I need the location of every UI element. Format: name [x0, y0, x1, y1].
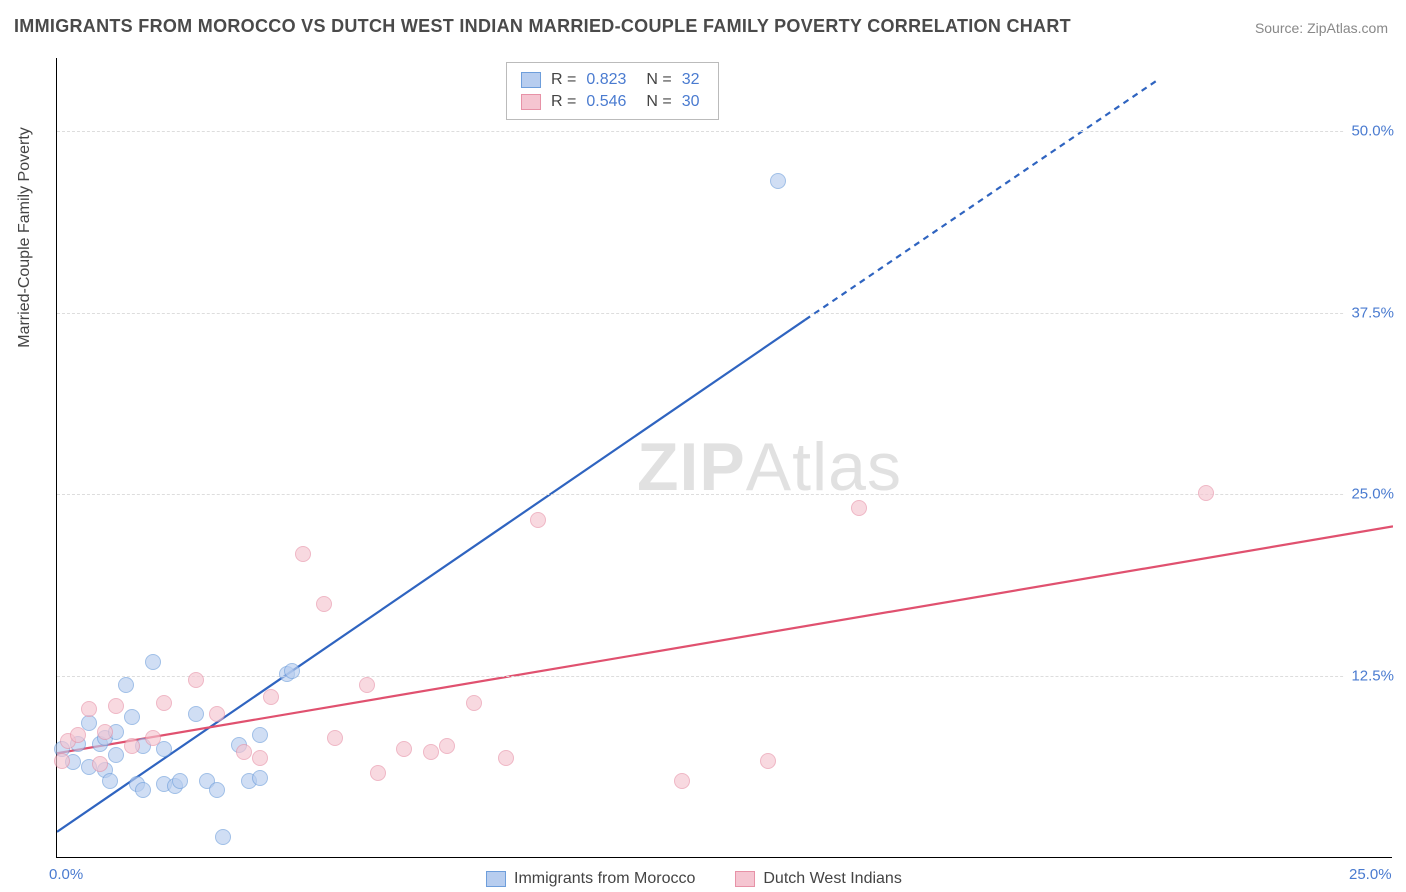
- legend-R-label: R =: [551, 93, 576, 111]
- legend-bottom: Immigrants from Morocco Dutch West India…: [486, 870, 902, 888]
- data-point-dutch: [1198, 485, 1214, 501]
- legend-bottom-dutch-label: Dutch West Indians: [763, 870, 901, 888]
- swatch-dutch: [521, 94, 541, 110]
- swatch-morocco: [486, 871, 506, 887]
- legend-dutch-R: 0.546: [586, 93, 636, 111]
- data-point-dutch: [92, 756, 108, 772]
- data-point-dutch: [674, 773, 690, 789]
- data-point-dutch: [54, 753, 70, 769]
- data-point-dutch: [252, 750, 268, 766]
- x-tick-label: 0.0%: [49, 866, 83, 883]
- data-point-dutch: [188, 672, 204, 688]
- y-axis-label: Married-Couple Family Poverty: [16, 127, 34, 348]
- data-point-dutch: [295, 546, 311, 562]
- data-point-dutch: [439, 738, 455, 754]
- data-point-morocco: [252, 770, 268, 786]
- y-tick-label: 12.5%: [1345, 668, 1394, 685]
- data-point-dutch: [359, 677, 375, 693]
- trendline-dutch: [57, 526, 1393, 753]
- data-point-morocco: [135, 782, 151, 798]
- data-point-morocco: [172, 773, 188, 789]
- data-point-dutch: [760, 753, 776, 769]
- data-point-dutch: [263, 689, 279, 705]
- legend-N-label: N =: [646, 71, 671, 89]
- data-point-dutch: [70, 727, 86, 743]
- data-point-dutch: [327, 730, 343, 746]
- data-point-dutch: [316, 596, 332, 612]
- gridline-h: [57, 676, 1393, 677]
- source-label: Source: ZipAtlas.com: [1255, 20, 1388, 36]
- plot-area: ZIPAtlas 12.5%25.0%37.5%50.0%0.0%25.0%: [56, 58, 1392, 858]
- y-tick-label: 50.0%: [1345, 122, 1394, 139]
- y-tick-label: 25.0%: [1345, 486, 1394, 503]
- legend-bottom-morocco-label: Immigrants from Morocco: [514, 870, 695, 888]
- data-point-dutch: [209, 706, 225, 722]
- legend-stats-row-morocco: R = 0.823 N = 32: [521, 69, 704, 91]
- data-point-morocco: [188, 706, 204, 722]
- y-tick-label: 37.5%: [1345, 304, 1394, 321]
- data-point-morocco: [284, 663, 300, 679]
- watermark-bold: ZIP: [637, 429, 746, 505]
- correlation-chart: Married-Couple Family Poverty ZIPAtlas 1…: [56, 58, 1392, 858]
- data-point-dutch: [370, 765, 386, 781]
- watermark: ZIPAtlas: [637, 428, 902, 506]
- data-point-dutch: [156, 695, 172, 711]
- data-point-dutch: [236, 744, 252, 760]
- swatch-dutch: [735, 871, 755, 887]
- legend-N-label: N =: [646, 93, 671, 111]
- data-point-morocco: [770, 173, 786, 189]
- data-point-morocco: [209, 782, 225, 798]
- data-point-morocco: [124, 709, 140, 725]
- data-point-dutch: [423, 744, 439, 760]
- data-point-dutch: [145, 730, 161, 746]
- data-point-morocco: [102, 773, 118, 789]
- data-point-morocco: [145, 654, 161, 670]
- trendline-morocco-dashed: [805, 80, 1158, 320]
- legend-bottom-morocco: Immigrants from Morocco: [486, 870, 695, 888]
- legend-dutch-N: 30: [682, 93, 704, 111]
- legend-bottom-dutch: Dutch West Indians: [735, 870, 901, 888]
- data-point-dutch: [530, 512, 546, 528]
- data-point-dutch: [466, 695, 482, 711]
- gridline-h: [57, 313, 1393, 314]
- swatch-morocco: [521, 72, 541, 88]
- data-point-dutch: [97, 724, 113, 740]
- data-point-dutch: [124, 738, 140, 754]
- chart-title: IMMIGRANTS FROM MOROCCO VS DUTCH WEST IN…: [14, 16, 1071, 37]
- legend-stats: R = 0.823 N = 32 R = 0.546 N = 30: [506, 62, 719, 120]
- data-point-morocco: [252, 727, 268, 743]
- legend-stats-row-dutch: R = 0.546 N = 30: [521, 91, 704, 113]
- data-point-dutch: [498, 750, 514, 766]
- legend-R-label: R =: [551, 71, 576, 89]
- data-point-dutch: [81, 701, 97, 717]
- x-tick-label: 25.0%: [1349, 866, 1392, 883]
- legend-morocco-R: 0.823: [586, 71, 636, 89]
- data-point-morocco: [118, 677, 134, 693]
- watermark-rest: Atlas: [746, 429, 902, 505]
- legend-morocco-N: 32: [682, 71, 704, 89]
- data-point-morocco: [108, 747, 124, 763]
- data-point-dutch: [396, 741, 412, 757]
- data-point-dutch: [108, 698, 124, 714]
- data-point-morocco: [215, 829, 231, 845]
- gridline-h: [57, 131, 1393, 132]
